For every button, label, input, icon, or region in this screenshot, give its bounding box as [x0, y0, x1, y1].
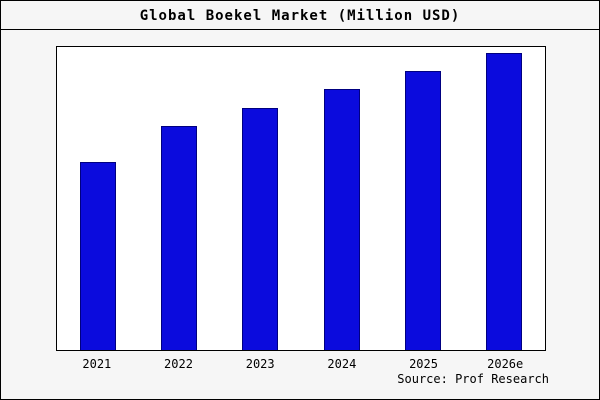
chart-title: Global Boekel Market (Million USD)	[139, 8, 461, 24]
bar-2026e	[486, 53, 523, 350]
x-tick-label-2024: 2024	[327, 357, 357, 371]
x-tick-label-2022: 2022	[164, 357, 193, 371]
bar-2023	[242, 107, 279, 350]
x-tick-label-2026e: 2026e	[487, 357, 524, 371]
bar-2024	[323, 89, 360, 350]
x-tick-label-2025: 2025	[409, 357, 438, 371]
plot-area	[56, 46, 546, 351]
x-tick-label-2023: 2023	[245, 357, 275, 371]
bar-2025	[404, 71, 441, 350]
bar-2022	[160, 125, 197, 350]
title-divider	[1, 29, 599, 30]
x-axis-labels: 2021 2022 2023 2024 2025 2026e	[56, 357, 546, 371]
bar-2021	[79, 162, 116, 350]
x-tick-label-2021: 2021	[82, 357, 112, 371]
source-credit: Source: Prof Research	[397, 372, 549, 386]
